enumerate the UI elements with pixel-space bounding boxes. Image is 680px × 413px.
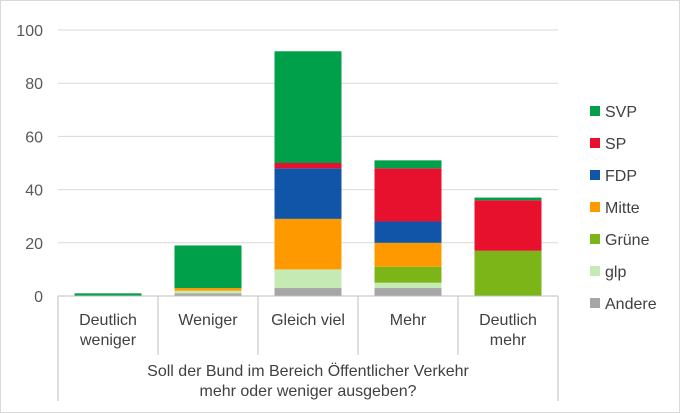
bar-segment-grüne xyxy=(374,266,442,283)
x-category-label: Weniger xyxy=(178,312,238,329)
bars xyxy=(74,51,542,296)
bar-segment-fdp xyxy=(274,168,342,219)
legend-label-svp: SVP xyxy=(605,104,637,121)
x-category-label: Deutlich mehr xyxy=(479,312,537,349)
legend-label-sp: SP xyxy=(605,136,626,153)
bar-segment-svp xyxy=(74,293,142,296)
bar-segment-andere xyxy=(374,288,442,296)
legend-swatch-andere xyxy=(590,298,600,308)
bar-segment-glp xyxy=(174,290,242,294)
legend-label-glp: glp xyxy=(605,264,626,281)
y-tick-label: 100 xyxy=(16,23,43,40)
bar-segment-sp xyxy=(274,163,342,169)
y-tick-label: 40 xyxy=(25,183,43,200)
bar-segment-svp xyxy=(374,160,442,169)
bar-segment-mitte xyxy=(374,242,442,267)
bar-segment-andere xyxy=(274,288,342,296)
y-tick-label: 60 xyxy=(25,129,43,146)
bar-segment-svp xyxy=(174,245,242,289)
bar-segment-mitte xyxy=(274,218,342,270)
bar-segment-glp xyxy=(374,282,442,289)
y-tick-label: 0 xyxy=(34,289,43,306)
bar-segment-grüne xyxy=(474,250,542,296)
bar-segment-mitte xyxy=(174,288,242,291)
bar-segment-sp xyxy=(474,200,542,251)
y-tick-label: 20 xyxy=(25,236,43,253)
legend-swatch-mitte xyxy=(590,202,600,212)
axes: 0 20 40 60 80 100 Deutlich weniger Weniger Gleich… xyxy=(16,23,559,401)
bar-segment-svp xyxy=(474,197,542,201)
bar-segment-fdp xyxy=(374,221,442,243)
bar-segment-andere xyxy=(174,293,242,296)
legend-label-fdp: FDP xyxy=(605,168,637,185)
legend-swatch-fdp xyxy=(590,170,600,180)
legend-label-grüne: Grüne xyxy=(605,232,650,249)
x-category-label: Mehr xyxy=(390,312,427,329)
legend-label-andere: Andere xyxy=(605,296,657,313)
y-tick-label: 80 xyxy=(25,76,43,93)
legend-swatch-grüne xyxy=(590,234,600,244)
legend-swatch-glp xyxy=(590,266,600,276)
x-axis-title: Soll der Bund im Bereich Öffentlicher Ve… xyxy=(147,362,469,400)
x-category-label: Deutlich weniger xyxy=(79,312,137,349)
legend: SVP SP FDP Mitte Grüne glp Andere xyxy=(590,104,657,313)
bar-segment-glp xyxy=(274,269,342,289)
legend-swatch-svp xyxy=(590,106,600,116)
legend-label-mitte: Mitte xyxy=(605,200,640,217)
bar-segment-svp xyxy=(274,51,342,163)
legend-swatch-sp xyxy=(590,138,600,148)
x-category-label: Gleich viel xyxy=(271,312,345,329)
bar-segment-sp xyxy=(374,168,442,222)
